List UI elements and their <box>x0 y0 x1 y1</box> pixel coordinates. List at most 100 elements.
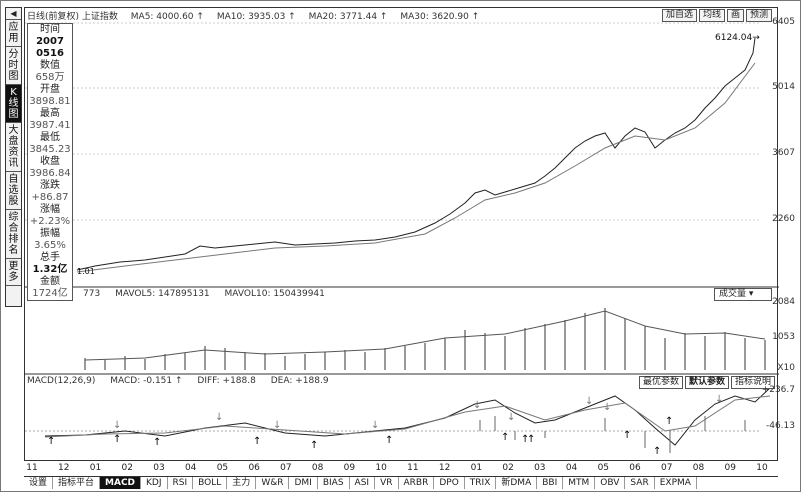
tab-obv[interactable]: OBV <box>595 477 626 489</box>
low-price-label: 1.01 <box>77 267 95 276</box>
x-axis-label: 11 <box>407 463 419 473</box>
value-value: 658万 <box>35 72 65 83</box>
tab-expma[interactable]: EXPMA <box>655 477 697 489</box>
price-axis-label: 2260 <box>772 214 795 224</box>
sidebar-item-market-info[interactable]: 大盘资讯 <box>6 123 21 172</box>
tab-settings[interactable]: 设置 <box>24 477 54 489</box>
tab-indicator-platform[interactable]: 指标平台 <box>53 477 101 489</box>
tab-boll[interactable]: BOLL <box>193 477 228 489</box>
svg-text:↑: ↑ <box>653 446 661 457</box>
forecast-button[interactable]: 预测 <box>745 9 772 22</box>
ma30-label: MA30: 3620.90 ↑ <box>400 12 480 22</box>
left-sidebar: ◀ 应用 分时图 K线图 大盘资讯 自选股 综合排名 更多 <box>5 7 22 307</box>
default-params-button[interactable]: 默认参数 <box>684 376 729 389</box>
tab-kdj[interactable]: KDJ <box>141 477 168 489</box>
volume-bars <box>84 308 766 370</box>
volume-partial: 773 <box>83 289 101 299</box>
draw-button[interactable]: 画 <box>726 9 744 22</box>
buy-signal-arrows: ↑ ↑ ↑ ↑ ↑ ↑ ↑ ↑↑ ↑↑↑ <box>47 416 673 457</box>
svg-text:↑: ↑ <box>623 430 631 441</box>
svg-text:↓: ↓ <box>473 400 481 411</box>
tab-wr[interactable]: W&R <box>256 477 290 489</box>
date-md: 0516 <box>36 48 64 59</box>
tab-trix[interactable]: TRIX <box>465 477 497 489</box>
x-axis-label: 06 <box>248 463 260 473</box>
sidebar-item-kline[interactable]: K线图 <box>6 85 21 123</box>
tab-macd[interactable]: MACD <box>100 477 142 489</box>
right-axis: 6405 5014 3607 2260 2084 1053 X10 +236.7… <box>757 7 797 461</box>
macd-axis-label: +236.7 <box>761 385 795 395</box>
amt-value: 1724亿 <box>32 288 68 299</box>
x-axis-label: 08 <box>692 463 705 473</box>
x-axis-label: 06 <box>629 463 641 473</box>
svg-text:↑: ↑ <box>310 440 318 451</box>
indicator-tabs: 设置 指标平台 MACD KDJ RSI BOLL 主力 W&R DMI BIAS ASI VR ARB… <box>24 476 778 489</box>
ma5-label: MA5: 4000.60 ↑ <box>130 12 204 22</box>
svg-text:↓: ↓ <box>715 394 723 405</box>
tab-dmi[interactable]: DMI <box>289 477 318 489</box>
collapse-arrow-icon[interactable]: ◀ <box>6 8 21 20</box>
index-name: 日线(前复权) 上证指数 <box>27 12 118 22</box>
vol-value: 1.32亿 <box>32 264 68 275</box>
tab-bias[interactable]: BIAS <box>318 477 350 489</box>
svg-text:↑: ↑ <box>665 416 673 427</box>
x-axis-label: 02 <box>121 463 133 473</box>
low-value: 3845.23 <box>29 144 71 155</box>
sidebar-item-apps[interactable]: 应用 <box>6 20 21 47</box>
volume-axis-label: X10 <box>777 363 795 373</box>
x-axis-label: 04 <box>184 463 197 473</box>
x-axis-label: 01 <box>89 463 102 473</box>
low-label: 最低 <box>40 132 60 143</box>
tab-dpo[interactable]: DPO <box>434 477 465 489</box>
sidebar-item-more[interactable]: 更多 <box>6 259 21 286</box>
tab-arbr[interactable]: ARBR <box>399 477 435 489</box>
chart-area[interactable]: 日线(前复权) 上证指数 MA5: 4000.60 ↑ MA10: 3935.0… <box>24 7 779 461</box>
tab-rsi[interactable]: RSI <box>168 477 194 489</box>
macd-header: MACD(12,26,9) MACD: -0.151 ↑ DIFF: +188.… <box>27 376 341 386</box>
x-axis-label: 04 <box>565 463 578 473</box>
tab-dma[interactable]: 新DMA <box>496 477 538 489</box>
macd-title: MACD(12,26,9) <box>27 376 96 386</box>
tab-bbi[interactable]: BBI <box>537 477 564 489</box>
tab-asi[interactable]: ASI <box>350 477 376 489</box>
ma-lines-button[interactable]: 均线 <box>698 9 725 22</box>
tab-vr[interactable]: VR <box>375 477 399 489</box>
sidebar-item-watchlist[interactable]: 自选股 <box>6 172 21 210</box>
tab-mtm[interactable]: MTM <box>563 477 596 489</box>
sidebar-item-intraday[interactable]: 分时图 <box>6 47 21 85</box>
close-value: 3986.84 <box>29 168 71 179</box>
date-year: 2007 <box>36 36 64 47</box>
sidebar-item-ranking[interactable]: 综合排名 <box>6 210 21 259</box>
open-value: 3898.81 <box>29 96 71 107</box>
vol-label: 总手 <box>40 252 60 263</box>
dea-value: DEA: +188.9 <box>270 376 329 386</box>
volume-ma-line <box>84 310 766 361</box>
svg-text:↓: ↓ <box>215 412 223 423</box>
pct-label: 涨幅 <box>40 204 60 215</box>
amp-label: 振幅 <box>40 228 60 239</box>
price-line <box>76 37 756 271</box>
high-label: 最高 <box>40 108 60 119</box>
indicator-select[interactable]: 成交量 ▾ <box>714 288 772 301</box>
add-watchlist-button[interactable]: 加自选 <box>661 9 697 22</box>
amp-value: 3.65% <box>34 240 66 251</box>
tab-sar[interactable]: SAR <box>625 477 655 489</box>
x-axis-label: 09 <box>724 463 736 473</box>
indicator-help-button[interactable]: 指标说明 <box>730 376 775 389</box>
value-label: 数值 <box>40 60 60 71</box>
svg-text:↑: ↑ <box>527 434 535 445</box>
svg-text:↓: ↓ <box>603 402 611 413</box>
chart-svg: 6124.04→ 1.01 <box>25 22 779 457</box>
x-axis: 11 12 01 02 03 04 05 06 07 08 09 10 11 12 01 02 03 04 05 06… <box>24 463 778 475</box>
tab-item[interactable]: 主力 <box>227 477 257 489</box>
time-label: 时间 <box>40 24 60 35</box>
macd-dea-line <box>44 395 771 438</box>
price-axis-label: 3607 <box>772 148 795 158</box>
best-params-button[interactable]: 最优参数 <box>638 376 683 389</box>
macd-histogram <box>479 416 746 453</box>
macd-axis-label: -46.13 <box>765 421 795 431</box>
x-axis-label: 05 <box>597 463 610 473</box>
open-label: 开盘 <box>40 84 60 95</box>
svg-text:↑: ↑ <box>113 434 121 445</box>
x-axis-label: 02 <box>502 463 514 473</box>
